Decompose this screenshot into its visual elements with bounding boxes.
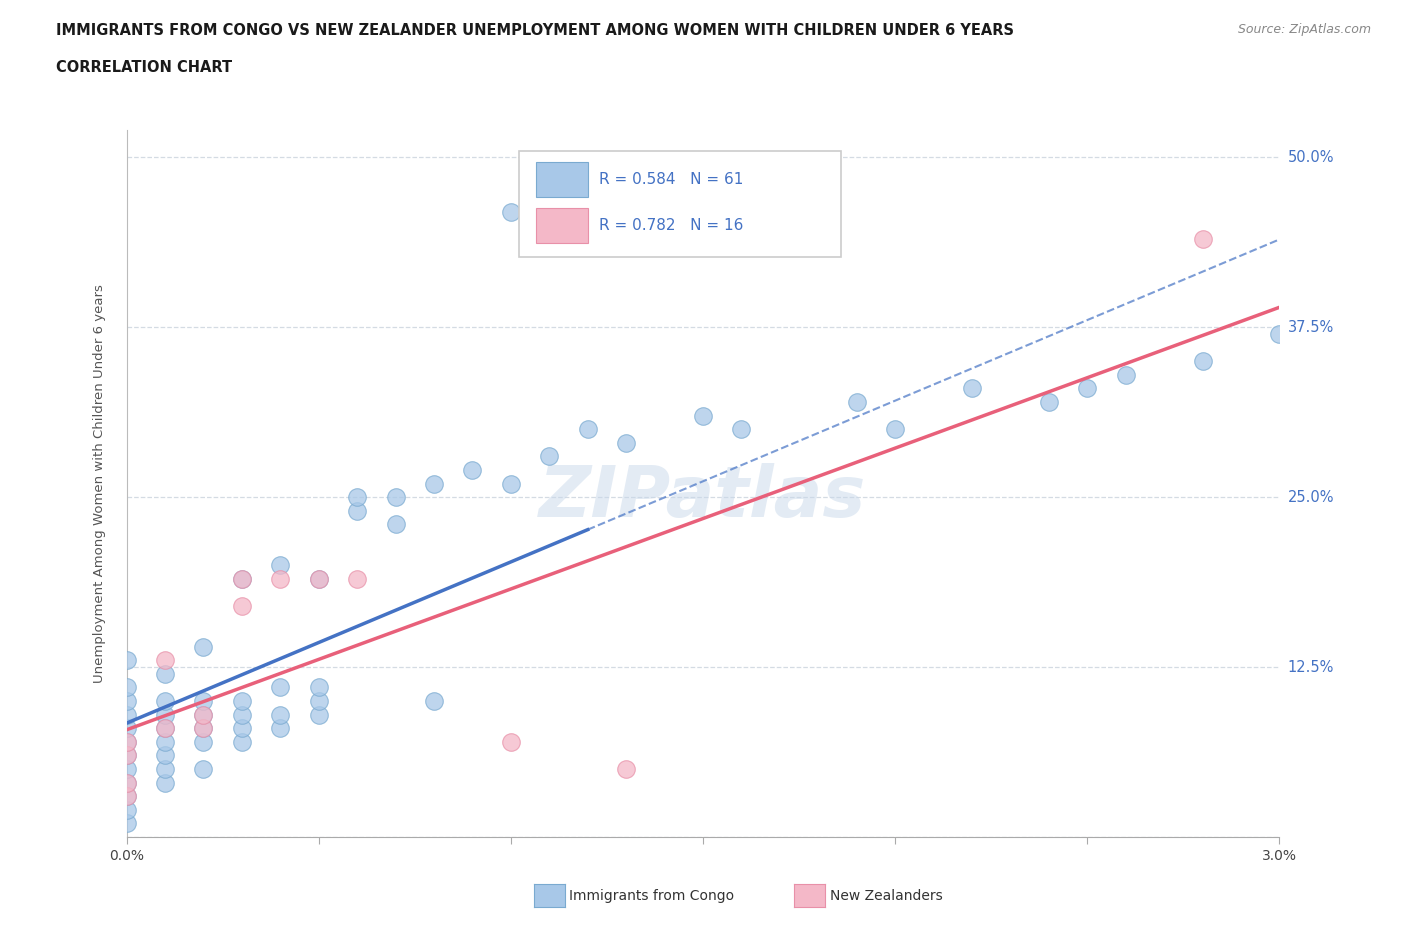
Point [1191,353,1213,368]
Point [730,422,752,437]
Point [231,721,253,736]
Point [115,735,138,750]
Point [115,707,138,722]
Point [193,707,215,722]
Point [115,748,138,763]
Point [115,776,138,790]
Point [423,694,446,709]
Point [308,571,330,586]
Point [346,571,368,586]
Point [231,571,253,586]
Text: Immigrants from Congo: Immigrants from Congo [569,888,734,903]
Point [231,599,253,614]
Point [153,776,176,790]
Point [115,789,138,804]
Text: New Zealanders: New Zealanders [830,888,942,903]
Point [269,571,291,586]
Text: R = 0.782   N = 16: R = 0.782 N = 16 [599,219,744,233]
Point [153,721,176,736]
Point [115,762,138,777]
Point [115,789,138,804]
Point [115,776,138,790]
Point [384,517,406,532]
Point [1115,367,1137,382]
Point [193,735,215,750]
Point [269,558,291,573]
Point [269,707,291,722]
Point [231,707,253,722]
Point [153,694,176,709]
Text: ZIPatlas: ZIPatlas [540,463,866,532]
Point [193,762,215,777]
Point [576,422,599,437]
Text: 37.5%: 37.5% [1288,320,1334,335]
Point [346,503,368,518]
FancyBboxPatch shape [519,152,841,258]
Point [153,667,176,682]
Point [308,694,330,709]
Point [614,762,637,777]
Point [115,680,138,695]
Point [153,735,176,750]
Point [538,449,561,464]
Point [308,571,330,586]
Point [499,735,522,750]
Point [269,680,291,695]
Point [115,735,138,750]
Text: 12.5%: 12.5% [1288,659,1334,674]
Point [231,694,253,709]
Point [308,707,330,722]
Point [115,694,138,709]
Point [499,205,522,219]
Point [614,435,637,450]
Point [1076,381,1098,396]
Point [1191,232,1213,246]
Text: 25.0%: 25.0% [1288,490,1334,505]
Point [845,394,868,409]
Bar [536,162,588,197]
Point [1268,326,1291,341]
Point [884,422,907,437]
Point [499,476,522,491]
Text: 50.0%: 50.0% [1288,150,1334,165]
Point [153,707,176,722]
Point [193,721,215,736]
Point [115,721,138,736]
Point [269,721,291,736]
Point [193,639,215,654]
Point [193,721,215,736]
Point [1038,394,1060,409]
Text: IMMIGRANTS FROM CONGO VS NEW ZEALANDER UNEMPLOYMENT AMONG WOMEN WITH CHILDREN UN: IMMIGRANTS FROM CONGO VS NEW ZEALANDER U… [56,23,1014,38]
Point [115,653,138,668]
Point [231,735,253,750]
Point [153,721,176,736]
Point [153,748,176,763]
Text: Source: ZipAtlas.com: Source: ZipAtlas.com [1237,23,1371,36]
Point [115,803,138,817]
Point [346,490,368,505]
Point [692,408,714,423]
Point [193,694,215,709]
Point [153,762,176,777]
Point [461,462,484,477]
Text: R = 0.584   N = 61: R = 0.584 N = 61 [599,172,744,187]
Text: CORRELATION CHART: CORRELATION CHART [56,60,232,75]
Bar [536,208,588,244]
Point [193,707,215,722]
Point [423,476,446,491]
Point [231,571,253,586]
Point [384,490,406,505]
Point [153,653,176,668]
Point [960,381,983,396]
Y-axis label: Unemployment Among Women with Children Under 6 years: Unemployment Among Women with Children U… [93,285,105,683]
Point [115,816,138,830]
Point [308,680,330,695]
Point [115,748,138,763]
